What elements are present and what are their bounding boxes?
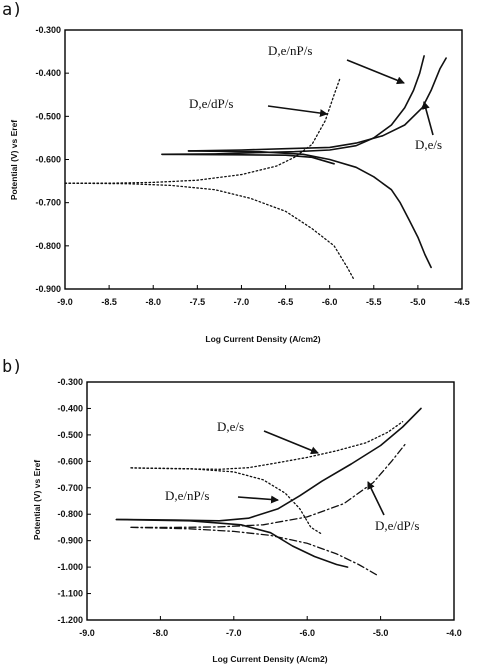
x-tick-label: -8.0 <box>145 297 161 307</box>
y-tick-label: -0.800 <box>57 509 83 519</box>
x-tick-label: -5.0 <box>373 628 389 638</box>
x-tick-label: -9.0 <box>79 628 95 638</box>
x-axis-title-b: Log Current Density (A/cm2) <box>212 654 327 664</box>
y-tick-label: -1.100 <box>57 589 83 599</box>
y-axis-title-a: Potential (V) vs Eref <box>9 120 19 200</box>
x-axis-b: -9.0 -8.0 -7.0 -6.0 -5.0 -4.0 <box>79 616 462 638</box>
y-tick-label: -0.800 <box>35 241 61 251</box>
series-0-anodic-line <box>130 421 404 470</box>
series-0-cathodic-line <box>161 153 335 165</box>
arrow-a-nps <box>346 59 405 85</box>
y-tick-label: -0.900 <box>57 536 83 546</box>
series-1-cathodic-line <box>187 150 432 269</box>
annotation-a-nps: D,e/nP/s <box>268 43 312 58</box>
plot-frame-a <box>64 29 463 290</box>
arrow-b-nps <box>237 495 279 504</box>
y-tick-label: -0.500 <box>57 430 83 440</box>
x-tick-label: -4.0 <box>446 628 462 638</box>
y-axis-title-b: Potential (V) vs Eref <box>32 460 42 540</box>
series-1-cathodic-line <box>115 518 349 568</box>
x-tick-label: -8.0 <box>153 628 169 638</box>
chart-panel-a: a) -0.300-0.400-0.500-0.600-0.700-0.800-… <box>2 0 470 344</box>
series-1-anodic-line <box>115 407 422 522</box>
y-tick-label: -1.200 <box>57 615 83 625</box>
plot-area-b <box>115 407 422 576</box>
y-tick-label: -0.900 <box>35 284 61 294</box>
x-tick-label: -6.0 <box>299 628 315 638</box>
y-tick-label: -0.500 <box>35 111 61 121</box>
x-tick-label: -7.0 <box>234 297 250 307</box>
y-tick-label: -1.000 <box>57 562 83 572</box>
y-tick-label: -0.400 <box>57 403 83 413</box>
series-1-anodic-line <box>187 57 447 152</box>
y-tick-label: -0.300 <box>57 377 83 387</box>
y-tick-label: -0.600 <box>57 456 83 466</box>
series-0-anodic-line <box>161 55 425 156</box>
annotation-b-s: D,e/s <box>217 419 244 434</box>
panel-label-a: a) <box>2 0 22 20</box>
y-axis-b: -0.300 -0.400 -0.500 -0.600 -0.700 -0.800 -0.9… <box>57 377 91 625</box>
annotation-a-s: D,e/s <box>415 137 442 152</box>
chart-panel-b: b) -0.300-0.400-0.500-0.600-0.700-0.800-… <box>2 357 462 664</box>
series-2-cathodic-line <box>64 182 356 282</box>
x-tick-label: -7.0 <box>226 628 242 638</box>
x-tick-label: -4.5 <box>454 297 470 307</box>
panel-label-b: b) <box>2 357 22 377</box>
y-tick-label: -0.600 <box>35 155 61 165</box>
x-tick-label: -6.5 <box>278 297 294 307</box>
x-tick-label: -6.0 <box>322 297 338 307</box>
annotation-b-dps: D,e/dP/s <box>375 518 419 533</box>
y-tick-label: -0.700 <box>35 198 61 208</box>
x-tick-label: -5.0 <box>410 297 426 307</box>
plot-area-a <box>64 55 447 282</box>
arrow-a-s <box>421 101 434 136</box>
plot-frame-b <box>86 381 455 621</box>
series-2-anodic-line <box>130 442 407 529</box>
series-2-anodic-line <box>64 76 341 184</box>
y-tick-label: -0.700 <box>57 483 83 493</box>
annotation-b-nps: D,e/nP/s <box>165 488 209 503</box>
arrow-b-s <box>263 430 319 455</box>
x-tick-label: -5.5 <box>366 297 382 307</box>
series-2-cathodic-line <box>130 526 378 576</box>
y-tick-label: -0.300 <box>35 25 61 35</box>
x-tick-label: -8.5 <box>101 297 117 307</box>
y-tick-label: -0.400 <box>35 68 61 78</box>
x-axis-a: -9.0 -8.5 -8.0 -7.5 -7.0 -6.5 -6.0 -5.5 -5.0 -4.5 <box>57 285 470 307</box>
annotation-a-dps: D,e/dP/s <box>189 96 233 111</box>
arrow-b-dps <box>367 481 385 516</box>
x-axis-title-a: Log Current Density (A/cm2) <box>205 334 320 344</box>
y-axis-a: -0.300 -0.400 -0.500 -0.600 -0.700 -0.800 -0.9… <box>35 25 69 294</box>
x-tick-label: -9.0 <box>57 297 73 307</box>
arrow-a-dps <box>267 105 328 118</box>
x-tick-label: -7.5 <box>190 297 206 307</box>
